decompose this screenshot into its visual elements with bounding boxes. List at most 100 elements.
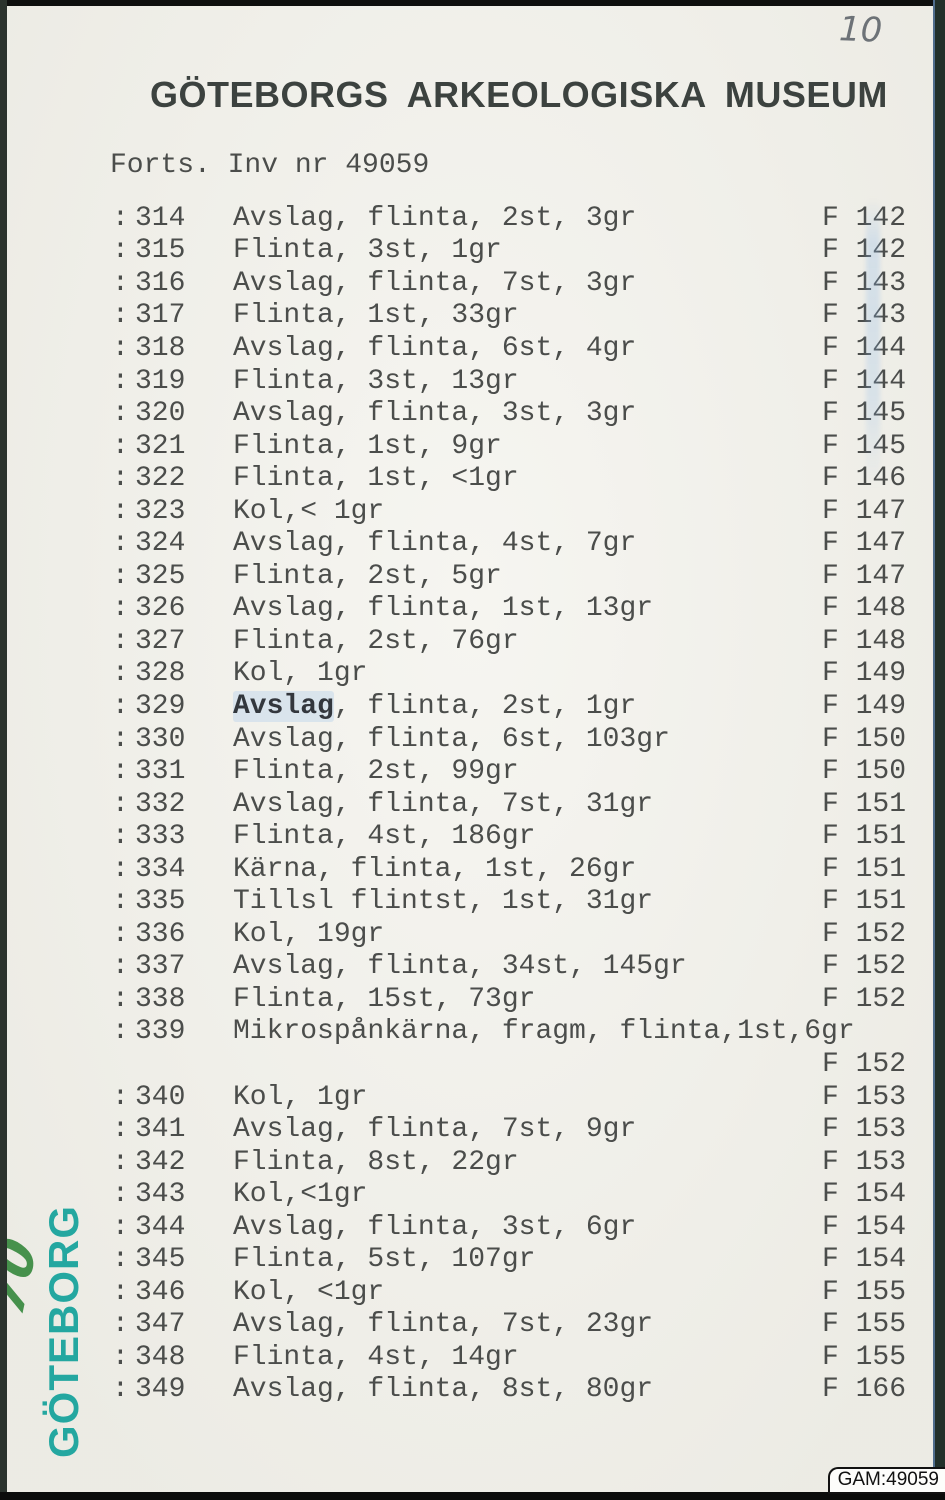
row-find-number: F 151 — [822, 886, 907, 918]
inventory-subtitle: Forts. Inv nr 49059 — [110, 150, 430, 181]
row-colon: : — [112, 1341, 129, 1373]
row-description: Avslag, flinta, 2st, 1gr — [233, 690, 637, 722]
row-find-number: F 147 — [822, 560, 907, 592]
row-number: 321 — [135, 430, 186, 462]
row-description: Avslag, flinta, 6st, 103gr — [233, 723, 670, 755]
row-number: 332 — [135, 788, 186, 820]
row-description: Tillsl flintst, 1st, 31gr — [233, 886, 654, 918]
table-row: :339 Mikrospånkärna, fragm, flinta,1st,6g… — [0, 1016, 945, 1049]
row-find-number: F 147 — [822, 528, 907, 560]
row-find-number: F 143 — [822, 300, 907, 332]
row-description: Flinta, 8st, 22gr — [233, 1146, 519, 1178]
row-number: 323 — [135, 495, 186, 527]
row-number: 329 — [135, 690, 186, 722]
table-row: :326 Avslag, flinta, 1st, 13gr F 148 — [0, 593, 945, 626]
row-find-number: F 151 — [822, 853, 907, 885]
row-find-number: F 154 — [822, 1244, 907, 1276]
handwritten-page-number: 10 — [838, 9, 883, 51]
table-row: :342 Flinta, 8st, 22gr F 153 — [0, 1146, 945, 1179]
row-description: Avslag, flinta, 2st, 3gr — [233, 202, 637, 234]
inventory-list: :314 Avslag, flinta, 2st, 3gr F 142:315 Fli… — [0, 202, 945, 1406]
row-number: 342 — [135, 1146, 186, 1178]
row-colon: : — [112, 495, 129, 527]
row-description: Flinta, 1st, <1gr — [233, 463, 519, 495]
scan-edge-right — [933, 0, 945, 1500]
row-colon: : — [112, 1114, 129, 1146]
table-row: :338 Flinta, 15st, 73gr F 152 — [0, 983, 945, 1016]
row-description: Kol, 19gr — [233, 918, 385, 950]
table-row: :340 Kol, 1gr F 153 — [0, 1081, 945, 1114]
row-colon: : — [112, 658, 129, 690]
row-find-number: F 166 — [822, 1374, 907, 1406]
row-number: 327 — [135, 625, 186, 657]
row-colon: : — [112, 593, 129, 625]
row-find-number: F 152 — [822, 918, 907, 950]
row-number: 336 — [135, 918, 186, 950]
row-description: Avslag, flinta, 4st, 7gr — [233, 528, 637, 560]
row-find-number: F 143 — [822, 267, 907, 299]
row-number: 348 — [135, 1341, 186, 1373]
row-colon: : — [112, 756, 129, 788]
row-colon: : — [112, 1179, 129, 1211]
table-row: :334 Kärna, flinta, 1st, 26gr F 151 — [0, 853, 945, 886]
table-row: :335 Tillsl flintst, 1st, 31gr F 151 — [0, 885, 945, 918]
row-find-number: F 150 — [822, 756, 907, 788]
row-find-number: F 146 — [822, 463, 907, 495]
row-colon: : — [112, 853, 129, 885]
table-row: :341 Avslag, flinta, 7st, 9gr F 153 — [0, 1113, 945, 1146]
table-row: :328 Kol, 1gr F 149 — [0, 658, 945, 691]
table-row: :316 Avslag, flinta, 7st, 3gr F 143 — [0, 267, 945, 300]
table-row: :325 Flinta, 2st, 5gr F 147 — [0, 560, 945, 593]
row-description: Flinta, 4st, 186gr — [233, 821, 536, 853]
row-colon: : — [112, 1374, 129, 1406]
row-number: 344 — [135, 1211, 186, 1243]
row-description: Avslag, flinta, 1st, 13gr — [233, 593, 654, 625]
table-row: :314 Avslag, flinta, 2st, 3gr F 142 — [0, 202, 945, 235]
row-number: 338 — [135, 983, 186, 1015]
archive-id-label: GAM:49059 — [827, 1467, 945, 1494]
row-find-number: F 144 — [822, 365, 907, 397]
row-colon: : — [112, 723, 129, 755]
row-description: Flinta, 1st, 9gr — [233, 430, 502, 462]
row-colon: : — [112, 821, 129, 853]
row-colon: : — [112, 1146, 129, 1178]
row-description: Flinta, 2st, 5gr — [233, 560, 502, 592]
table-row: :337 Avslag, flinta, 34st, 145gr F 152 — [0, 951, 945, 984]
row-colon: : — [112, 300, 129, 332]
row-find-number: F 142 — [822, 235, 907, 267]
table-row: :346 Kol, <1gr F 155 — [0, 1276, 945, 1309]
table-row: :329 Avslag, flinta, 2st, 1gr F 149 — [0, 690, 945, 723]
row-number: 317 — [135, 300, 186, 332]
table-row: :319 Flinta, 3st, 13gr F 144 — [0, 365, 945, 398]
row-description: Flinta, 15st, 73gr — [233, 983, 536, 1015]
row-find-number: F 155 — [822, 1341, 907, 1373]
row-find-number: F 144 — [822, 332, 907, 364]
row-find-number: F 149 — [822, 690, 907, 722]
row-colon: : — [112, 886, 129, 918]
row-number: 326 — [135, 593, 186, 625]
row-find-number: F 154 — [822, 1179, 907, 1211]
row-find-number: F 153 — [822, 1114, 907, 1146]
row-colon: : — [112, 235, 129, 267]
row-find-number: F 153 — [822, 1081, 907, 1113]
row-description: Flinta, 3st, 1gr — [233, 235, 502, 267]
row-find-number: F 148 — [822, 625, 907, 657]
row-colon: : — [112, 951, 129, 983]
row-find-number: F 152 — [822, 983, 907, 1015]
table-row: :344 Avslag, flinta, 3st, 6gr F 154 — [0, 1211, 945, 1244]
row-number: 315 — [135, 235, 186, 267]
row-description: Kol, <1gr — [233, 1276, 385, 1308]
row-colon: : — [112, 1244, 129, 1276]
row-colon: : — [112, 202, 129, 234]
row-description: Avslag, flinta, 7st, 9gr — [233, 1114, 637, 1146]
row-description: Kärna, flinta, 1st, 26gr — [233, 853, 637, 885]
row-number: 316 — [135, 267, 186, 299]
row-colon: : — [112, 788, 129, 820]
table-row: :327 Flinta, 2st, 76gr F 148 — [0, 625, 945, 658]
row-number: 340 — [135, 1081, 186, 1113]
row-colon: : — [112, 267, 129, 299]
row-description: Avslag, flinta, 7st, 23gr — [233, 1309, 654, 1341]
row-number: 343 — [135, 1179, 186, 1211]
table-row: :323 Kol,< 1gr F 147 — [0, 495, 945, 528]
